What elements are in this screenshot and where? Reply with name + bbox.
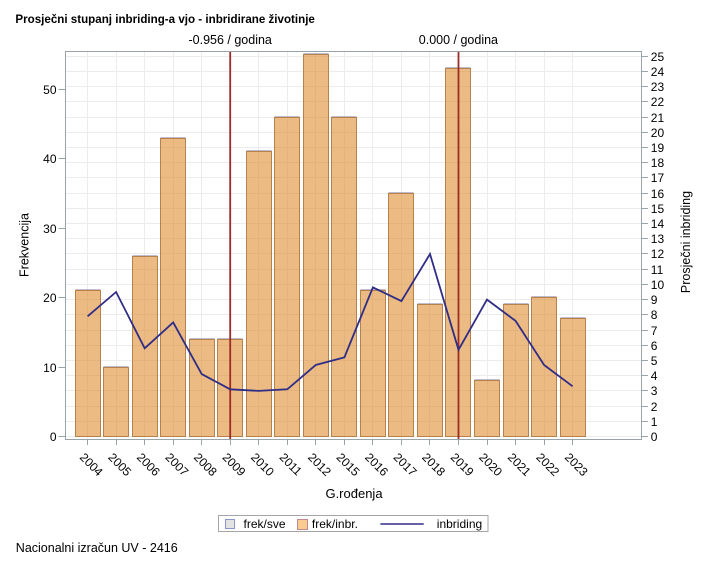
svg-text:0.000 / godina: 0.000 / godina [419, 33, 498, 47]
svg-text:Nacionalni izračun UV - 2416: Nacionalni izračun UV - 2416 [16, 541, 178, 555]
svg-text:18: 18 [651, 156, 665, 170]
svg-text:0: 0 [651, 430, 658, 444]
svg-text:frek/inbr.: frek/inbr. [312, 517, 358, 531]
svg-text:3: 3 [651, 384, 658, 398]
svg-text:7: 7 [651, 324, 658, 338]
svg-text:40: 40 [43, 152, 57, 166]
svg-text:21: 21 [651, 111, 665, 125]
svg-text:30: 30 [43, 222, 57, 236]
svg-text:1: 1 [651, 415, 658, 429]
svg-text:17: 17 [651, 171, 665, 185]
svg-text:0: 0 [50, 430, 57, 444]
svg-text:23: 23 [651, 80, 665, 94]
svg-text:Frekvencija: Frekvencija [17, 213, 31, 277]
svg-text:G.rođenja: G.rođenja [325, 486, 383, 501]
svg-text:10: 10 [43, 361, 57, 375]
svg-text:14: 14 [651, 217, 665, 231]
svg-text:2: 2 [651, 400, 658, 414]
svg-text:13: 13 [651, 232, 665, 246]
svg-text:50: 50 [43, 83, 57, 97]
svg-text:16: 16 [651, 187, 665, 201]
svg-text:-0.956 / godina: -0.956 / godina [188, 33, 271, 47]
svg-text:20: 20 [651, 126, 665, 140]
svg-text:12: 12 [651, 247, 665, 261]
svg-text:20: 20 [43, 291, 57, 305]
svg-text:6: 6 [651, 339, 658, 353]
svg-text:8: 8 [651, 308, 658, 322]
svg-text:frek/sve: frek/sve [244, 517, 286, 531]
svg-text:5: 5 [651, 354, 658, 368]
svg-text:10: 10 [651, 278, 665, 292]
svg-text:11: 11 [651, 263, 664, 277]
svg-text:24: 24 [651, 65, 665, 79]
svg-text:19: 19 [651, 141, 665, 155]
svg-text:inbriding: inbriding [437, 517, 482, 531]
svg-text:25: 25 [651, 50, 665, 64]
svg-text:4: 4 [651, 369, 658, 383]
svg-text:9: 9 [651, 293, 658, 307]
svg-text:Prosječni stupanj inbriding-a: Prosječni stupanj inbriding-a vjo - inbr… [15, 12, 315, 26]
svg-text:15: 15 [651, 202, 665, 216]
svg-text:Prosječni inbriding: Prosječni inbriding [679, 191, 693, 293]
svg-text:22: 22 [651, 95, 665, 109]
